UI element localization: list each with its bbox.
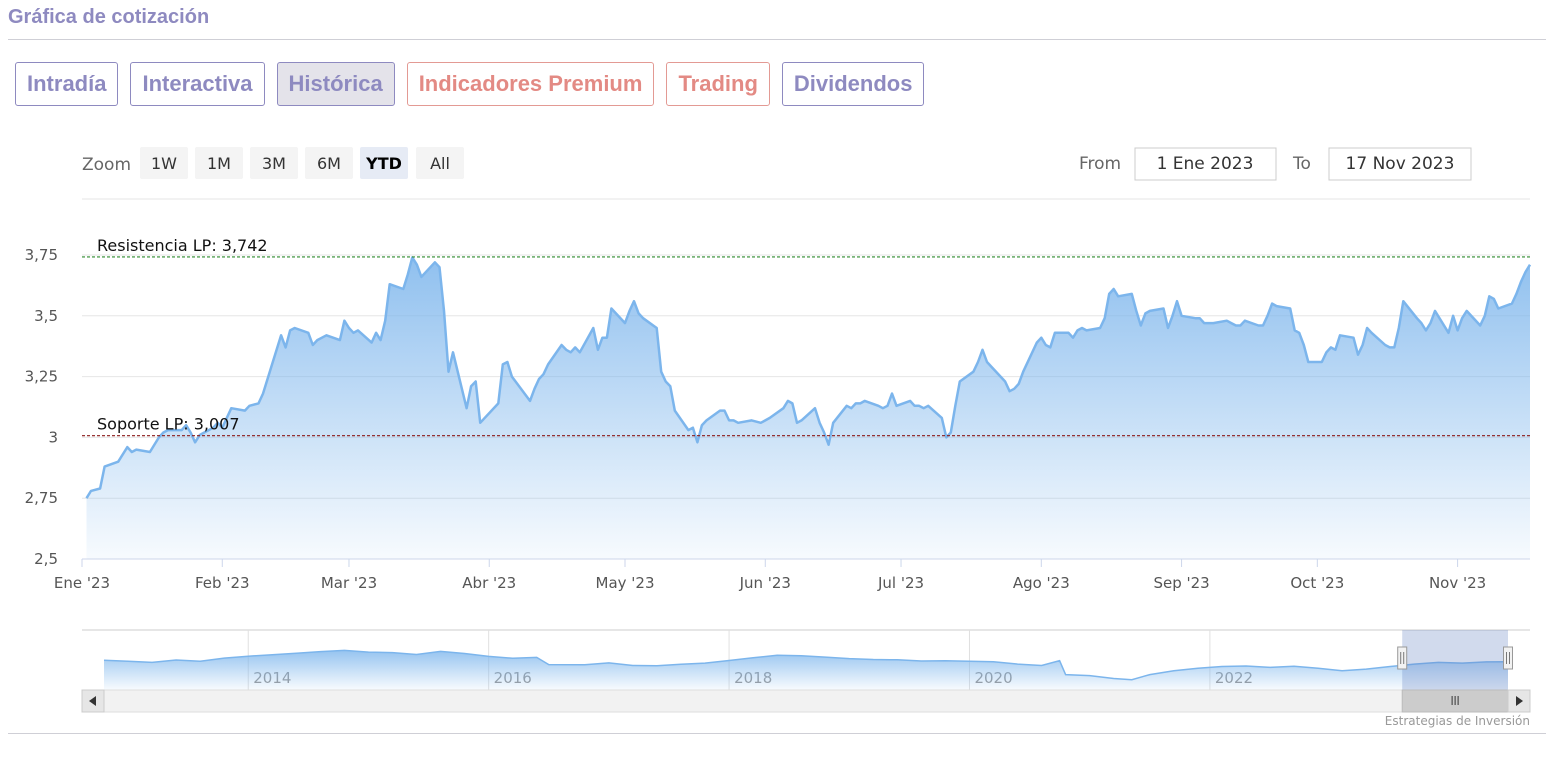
- from-date-value: 1 Ene 2023: [1157, 154, 1254, 174]
- zoom-3m-label: 3M: [262, 154, 286, 173]
- navigator-line: [103, 649, 1509, 681]
- scrollbar-grip-icon: [1451, 696, 1459, 705]
- y-tick-label: 2,5: [34, 550, 58, 568]
- x-tick-label: Abr '23: [462, 574, 516, 592]
- zoom-3m-button[interactable]: 3M: [250, 147, 298, 179]
- tab-indicadores-premium[interactable]: Indicadores Premium: [406, 62, 655, 106]
- x-tick-label: Jul '23: [877, 574, 924, 592]
- y-tick-label: 3,5: [34, 307, 58, 325]
- tab-historica[interactable]: Histórica: [276, 62, 395, 106]
- scrollbar[interactable]: [81, 689, 1531, 713]
- y-tick-label: 3,25: [25, 368, 58, 386]
- title-divider: [8, 39, 1546, 40]
- zoom-6m-button[interactable]: 6M: [305, 147, 353, 179]
- scroll-left-arrow-icon: [89, 696, 96, 706]
- navigator-area: [104, 650, 1508, 690]
- tab-interactiva[interactable]: Interactiva: [130, 62, 265, 106]
- navigator[interactable]: 20142016201820202022: [82, 629, 1530, 690]
- x-tick-label: Oct '23: [1290, 574, 1344, 592]
- from-label: From: [1079, 154, 1121, 174]
- navigator-handle[interactable]: [1503, 646, 1513, 670]
- reference-lines: Resistencia LP: 3,742 Soporte LP: 3,007: [82, 236, 1530, 437]
- y-tick-label: 3: [48, 428, 58, 446]
- zoom-ytd-button[interactable]: YTD: [360, 147, 408, 179]
- to-date-value: 17 Nov 2023: [1346, 154, 1455, 174]
- x-tick-label: Sep '23: [1153, 574, 1209, 592]
- tab-intradia[interactable]: Intradía: [15, 62, 119, 106]
- y-tick-label: 3,75: [25, 246, 58, 264]
- zoom-all-button[interactable]: All: [416, 147, 464, 179]
- y-tick-label: 2,75: [25, 489, 58, 507]
- navigator-handle[interactable]: [1397, 646, 1408, 670]
- zoom-1w-label: 1W: [151, 154, 177, 173]
- tab-dividendos[interactable]: Dividendos: [781, 62, 925, 106]
- x-tick-label: Mar '23: [321, 574, 377, 592]
- x-tick-label: Ago '23: [1013, 574, 1070, 592]
- scroll-right-arrow-icon: [1516, 696, 1523, 706]
- navigator-selected-range[interactable]: [1402, 630, 1508, 690]
- x-tick-label: Nov '23: [1429, 574, 1486, 592]
- x-tick-label: Jun '23: [739, 574, 791, 592]
- x-tick-label: Ene '23: [54, 574, 110, 592]
- price-area: [86, 257, 1530, 559]
- x-axis-labels: Ene '23 Feb '23 Mar '23 Abr '23 May '23 Jun '…: [54, 559, 1486, 592]
- from-date-input[interactable]: 1 Ene 2023: [1134, 147, 1277, 181]
- zoom-1w-button[interactable]: 1W: [140, 147, 188, 179]
- tab-trading[interactable]: Trading: [666, 62, 770, 106]
- zoom-ytd-label: YTD: [365, 154, 402, 173]
- reference-line-label: Soporte LP: 3,007: [97, 415, 240, 434]
- scrollbar-track[interactable]: [81, 689, 1531, 713]
- zoom-6m-label: 6M: [317, 154, 341, 173]
- chart-tabs: Intradía Interactiva Histórica Indicador…: [15, 62, 925, 106]
- x-tick-label: Feb '23: [195, 574, 250, 592]
- to-date-input[interactable]: 17 Nov 2023: [1328, 147, 1472, 181]
- to-label: To: [1292, 154, 1311, 174]
- zoom-all-label: All: [430, 154, 450, 173]
- navigator-handles[interactable]: [1397, 646, 1513, 670]
- zoom-1m-label: 1M: [207, 154, 231, 173]
- reference-line-label: Resistencia LP: 3,742: [97, 236, 268, 255]
- chart-credit: Estrategias de Inversión: [1385, 714, 1530, 728]
- zoom-label: Zoom: [82, 155, 131, 175]
- x-tick-label: May '23: [596, 574, 655, 592]
- bottom-divider: [8, 733, 1546, 734]
- zoom-1m-button[interactable]: 1M: [195, 147, 243, 179]
- price-line: [85, 256, 1532, 499]
- page-title: Gráfica de cotización: [8, 6, 210, 28]
- y-axis-labels: 2,5 2,75 3 3,25 3,5 3,75: [25, 246, 58, 568]
